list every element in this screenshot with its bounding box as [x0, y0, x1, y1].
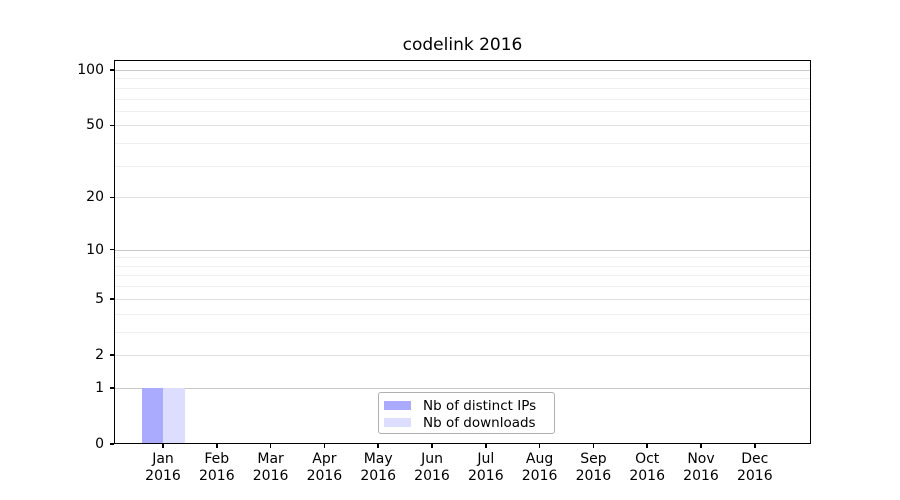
y-tick-mark: [109, 124, 114, 127]
x-tick-mark: [646, 444, 648, 448]
gridline-minor: [114, 78, 811, 80]
x-tick-year: 2016: [360, 468, 396, 484]
y-tick-label: 5: [95, 290, 104, 307]
gridline-minor: [114, 98, 811, 100]
x-tick-label: Jun 2016: [402, 451, 462, 485]
nb-of-distinct-ips-bar-jan: [141, 387, 163, 444]
x-tick-mark: [431, 444, 433, 448]
x-tick-month: Dec: [741, 451, 769, 467]
y-tick-mark: [109, 69, 114, 71]
x-tick-month: Mar: [257, 451, 284, 467]
x-tick-month: Oct: [635, 451, 660, 467]
x-tick-month: Sep: [580, 451, 607, 467]
y-tick-mark: [109, 354, 114, 356]
nb-of-distinct-ips-swatch: [384, 401, 411, 410]
x-tick-label: Sep 2016: [563, 451, 623, 485]
x-tick-year: 2016: [198, 468, 235, 484]
gridline-major: [114, 197, 811, 199]
plot-area: [114, 60, 811, 444]
gridline-minor: [114, 331, 811, 333]
x-tick-label: Nov 2016: [671, 451, 731, 485]
x-tick-month: Jun: [421, 451, 443, 467]
legend-entry: Nb of downloads: [384, 414, 554, 431]
gridline-minor: [114, 143, 811, 145]
x-tick-label: Mar 2016: [241, 451, 301, 485]
x-tick-month: Jan: [152, 451, 174, 467]
y-tick-mark: [109, 298, 114, 300]
x-tick-month: Aug: [525, 451, 554, 467]
x-tick-mark: [592, 444, 595, 448]
x-tick-mark: [538, 444, 541, 448]
x-tick-label: Apr 2016: [294, 451, 354, 485]
x-tick-label: May 2016: [348, 451, 408, 485]
x-tick-label: Aug 2016: [510, 451, 570, 485]
x-tick-year: 2016: [252, 468, 289, 484]
gridline-major: [114, 387, 811, 389]
x-tick-month: Nov: [687, 451, 715, 467]
gridline-minor: [114, 275, 811, 277]
gridline-minor: [114, 313, 811, 315]
x-tick-mark: [323, 444, 326, 448]
gridline-major: [114, 125, 811, 127]
x-tick-year: 2016: [306, 468, 343, 484]
x-tick-mark: [162, 444, 164, 448]
gridline-major: [114, 298, 811, 300]
legend-label: Nb of distinct IPs: [423, 397, 537, 414]
x-tick-label: Dec 2016: [725, 451, 785, 485]
nb-of-downloads-bar-jan: [163, 387, 185, 444]
x-tick-year: 2016: [575, 468, 612, 484]
gridline-minor: [114, 165, 811, 167]
x-tick-mark: [485, 444, 487, 448]
x-tick-year: 2016: [629, 468, 665, 484]
x-tick-mark: [216, 444, 218, 448]
x-tick-label: Jan 2016: [133, 451, 193, 485]
x-tick-month: Feb: [204, 451, 230, 467]
x-tick-mark: [700, 444, 702, 448]
legend-label: Nb of downloads: [423, 414, 536, 431]
y-tick-label: 20: [86, 189, 104, 206]
legend-entry: Nb of distinct IPs: [384, 397, 554, 414]
x-tick-mark: [377, 444, 379, 448]
x-tick-year: 2016: [736, 468, 773, 484]
x-tick-label: Oct 2016: [617, 451, 677, 485]
x-tick-label: Jul 2016: [456, 451, 516, 485]
x-tick-month: Apr: [312, 451, 337, 467]
x-tick-mark: [269, 444, 272, 448]
x-tick-year: 2016: [683, 468, 719, 484]
gridline-minor: [114, 110, 811, 112]
gridline-major: [114, 249, 811, 251]
gridline-minor: [114, 265, 811, 267]
y-tick-mark: [109, 196, 114, 199]
x-tick-month: Jul: [477, 451, 495, 467]
x-tick-year: 2016: [467, 468, 504, 484]
gridline-minor: [114, 257, 811, 259]
chart-title: codelink 2016: [402, 35, 523, 55]
y-tick-mark: [109, 443, 114, 445]
y-tick-label: 2: [95, 346, 104, 363]
y-tick-mark: [109, 387, 114, 389]
x-tick-year: 2016: [414, 468, 450, 484]
x-tick-mark: [754, 444, 756, 448]
x-tick-year: 2016: [521, 468, 558, 484]
legend: Nb of distinct IPs Nb of downloads: [378, 392, 555, 434]
y-tick-label: 100: [77, 61, 104, 78]
gridline-minor: [114, 286, 811, 288]
nb-of-downloads-swatch: [384, 418, 411, 427]
x-tick-year: 2016: [145, 468, 181, 484]
x-tick-label: Feb 2016: [187, 451, 247, 485]
y-tick-label: 50: [86, 117, 104, 134]
y-tick-label: 1: [95, 379, 104, 396]
gridline-minor: [114, 87, 811, 89]
y-tick-mark: [109, 248, 114, 251]
y-tick-label: 0: [95, 436, 104, 452]
y-tick-label: 10: [86, 241, 104, 258]
x-tick-month: May: [363, 451, 393, 467]
gridline-major: [114, 69, 811, 71]
gridline-major: [114, 354, 811, 356]
